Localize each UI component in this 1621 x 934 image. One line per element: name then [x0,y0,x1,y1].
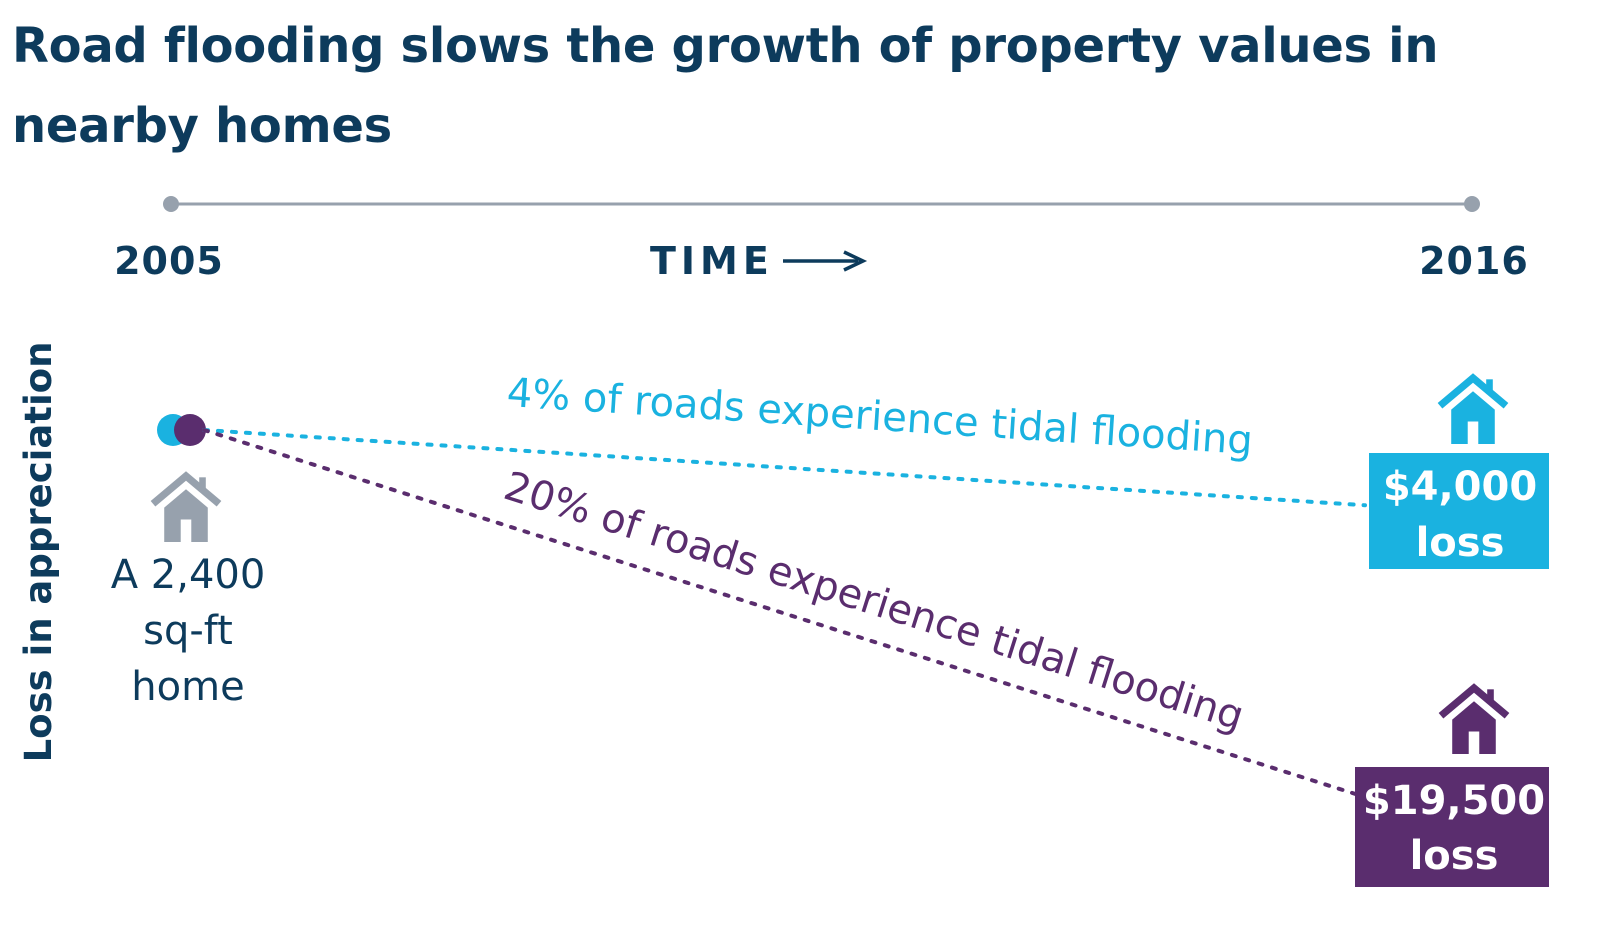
time-arrow-icon [843,250,868,272]
y-axis-label: Loss in appreciation [17,342,60,763]
house-roof [150,471,222,507]
house-chimney [1486,379,1493,393]
time-axis-start-dot [163,196,179,212]
house-chimney [1487,689,1494,703]
x-tick-label-start: 2005 [114,239,224,283]
chart-title: Road flooding slows the growth of proper… [12,18,1439,154]
time-axis-end-dot [1464,196,1480,212]
start-point-20pct [174,414,206,446]
series-line-20pct [202,428,1367,799]
end-value-box-4pct [1369,453,1549,569]
x-axis-label: TIME [650,239,774,283]
end-value-label: $19,500 [1363,778,1545,824]
end-value-unit: loss [1410,833,1499,879]
start-home-label-line: home [131,664,244,710]
start-home-label-line: A 2,400 [111,552,266,598]
house-icon [1438,683,1510,754]
house-roof [1437,373,1509,409]
house-body [164,489,208,542]
end-value-label: $4,000 [1383,464,1537,510]
end-value-unit: loss [1416,520,1505,566]
series-label-4pct: 4% of roads experience tidal flooding [506,370,1255,464]
series-line-4pct [202,428,1367,508]
series-label-20pct: 20% of roads experience tidal flooding [499,463,1250,740]
house-icon [1437,373,1509,444]
end-value-box-20pct [1355,767,1549,887]
house-roof [1438,683,1510,719]
house-icon [150,471,222,542]
x-tick-label-end: 2016 [1419,239,1529,283]
house-body [1452,701,1496,754]
house-body [1451,391,1495,444]
house-chimney [199,477,206,491]
start-home-label-line: sq-ft [143,608,233,654]
